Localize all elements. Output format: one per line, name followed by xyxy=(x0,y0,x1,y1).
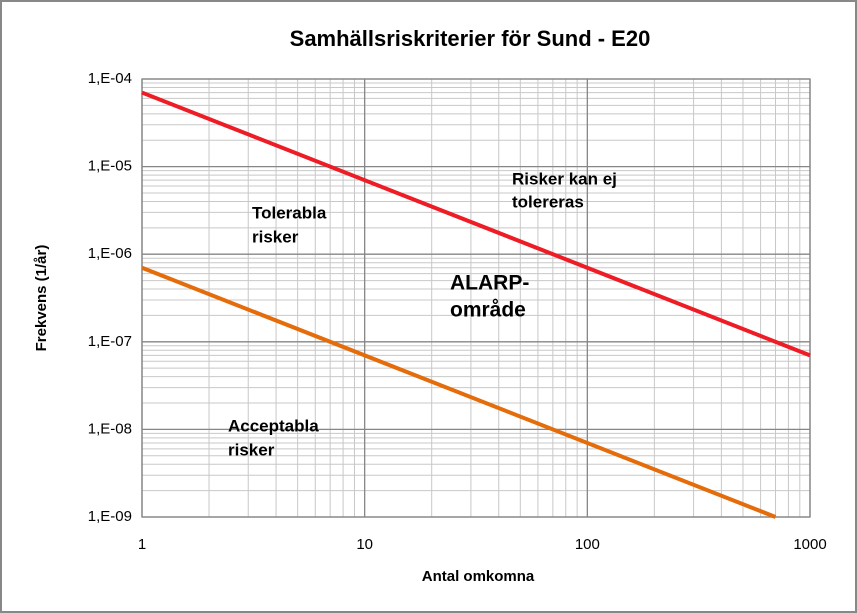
x-tick-label: 10 xyxy=(356,536,373,553)
series-line xyxy=(141,90,811,358)
y-tick-label: 1,E-05 xyxy=(88,158,132,175)
annotation: Risker kan ej xyxy=(512,169,617,188)
annotation: ALARP- xyxy=(450,272,529,295)
annotation: tolereras xyxy=(512,192,584,211)
x-tick-label: 100 xyxy=(575,536,600,553)
annotation: risker xyxy=(228,440,275,459)
y-tick-label: 1,E-09 xyxy=(88,508,132,525)
x-tick-label: 1 xyxy=(138,536,146,553)
plot-border xyxy=(141,78,811,518)
y-tick-label: 1,E-07 xyxy=(88,333,132,350)
annotation: område xyxy=(450,299,526,322)
y-tick-label: 1,E-06 xyxy=(88,245,132,262)
series-line xyxy=(141,265,777,519)
annotation: Tolerabla xyxy=(252,203,327,222)
annotation: risker xyxy=(252,227,299,246)
y-tick-label: 1,E-08 xyxy=(88,420,132,437)
x-tick-label: 1000 xyxy=(793,536,826,553)
annotation: Acceptabla xyxy=(228,416,319,435)
x-axis-label: Antal omkomna xyxy=(422,568,535,585)
y-axis-label: Frekvens (1/år) xyxy=(33,245,50,352)
chart-title: Samhällsriskriterier för Sund - E20 xyxy=(290,26,651,51)
y-tick-label: 1,E-04 xyxy=(88,70,132,87)
